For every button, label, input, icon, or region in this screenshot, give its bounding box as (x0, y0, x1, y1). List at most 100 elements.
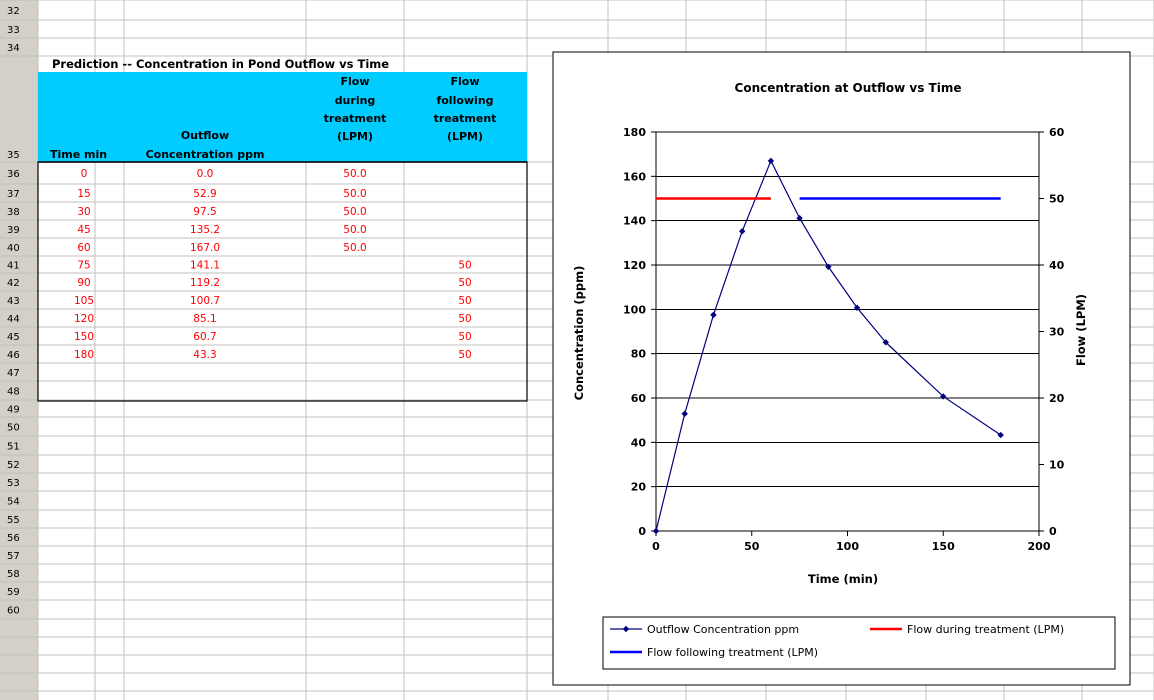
chart-legend: Outflow Concentration ppm Flow during tre… (602, 616, 1116, 670)
cell-conc[interactable]: 52.9 (193, 188, 216, 200)
y2-tick-label: 40 (1049, 259, 1065, 272)
legend-label: Flow following treatment (LPM) (647, 646, 818, 659)
row-number[interactable]: 54 (7, 497, 20, 508)
row-number[interactable]: 45 (7, 332, 20, 343)
row-number[interactable]: 46 (7, 350, 20, 361)
row-number[interactable]: 50 (7, 423, 20, 434)
row-number[interactable]: 59 (7, 587, 20, 598)
cell-time[interactable]: 15 (77, 188, 90, 200)
cell-following[interactable]: 50 (458, 260, 471, 272)
y2-tick-label: 0 (1049, 525, 1057, 538)
plot-series (652, 157, 1004, 535)
cell-time[interactable]: 75 (77, 260, 90, 272)
row-number[interactable]: 35 (7, 150, 20, 161)
row-number[interactable]: 53 (7, 478, 20, 489)
y-tick-label: 140 (623, 215, 646, 228)
cell-conc[interactable]: 100.7 (190, 295, 220, 307)
cell-conc[interactable]: 135.2 (190, 224, 220, 236)
row-number[interactable]: 60 (7, 606, 20, 617)
row-number[interactable]: 57 (7, 551, 20, 562)
data-point (710, 311, 717, 319)
header-following-1[interactable]: Flow (450, 75, 479, 88)
cell-following[interactable]: 50 (458, 313, 471, 325)
row-number[interactable]: 49 (7, 405, 20, 416)
legend-marker (622, 625, 630, 633)
cell-following[interactable]: 50 (458, 277, 471, 289)
y2-tick-label: 10 (1049, 459, 1065, 472)
table-row: 90 119.2 50 (77, 277, 471, 289)
row-number[interactable]: 52 (7, 460, 20, 471)
cell-during[interactable]: 50.0 (343, 242, 366, 254)
header-following-3[interactable]: treatment (434, 112, 497, 125)
row-number[interactable]: 40 (7, 243, 20, 254)
chart-area[interactable] (552, 51, 1131, 686)
table-title[interactable]: Prediction -- Concentration in Pond Outf… (52, 57, 389, 71)
header-time[interactable]: Time min (50, 148, 107, 161)
row-number[interactable]: 37 (7, 189, 20, 200)
row-number[interactable]: 32 (7, 6, 20, 17)
table-row: 180 43.3 50 (74, 349, 472, 361)
cell-during[interactable]: 50.0 (343, 224, 366, 236)
row-number[interactable]: 56 (7, 533, 20, 544)
header-outflow-2[interactable]: Concentration ppm (146, 148, 265, 161)
row-number[interactable]: 39 (7, 225, 20, 236)
row-number[interactable]: 42 (7, 278, 20, 289)
legend-item: Flow following treatment (LPM) (610, 646, 818, 659)
y2-tick-label: 60 (1049, 126, 1065, 139)
header-during-3[interactable]: treatment (324, 112, 387, 125)
cell-conc[interactable]: 85.1 (193, 313, 216, 325)
header-following-2[interactable]: following (436, 94, 493, 107)
y-tick-label: 160 (623, 170, 646, 183)
cell-conc[interactable]: 167.0 (190, 242, 220, 254)
cell-time[interactable]: 120 (74, 313, 94, 325)
row-number[interactable]: 38 (7, 207, 20, 218)
cell-during[interactable]: 50.0 (343, 168, 366, 180)
row-number[interactable]: 51 (7, 442, 20, 453)
data-point (853, 304, 861, 311)
cell-during[interactable]: 50.0 (343, 188, 366, 200)
table-row: 15 52.9 50.0 (77, 188, 366, 200)
chart[interactable]: Concentration at Outflow vs Time 0 20 40 60… (552, 51, 1131, 686)
legend-label: Flow during treatment (LPM) (907, 623, 1064, 636)
header-during-4[interactable]: (LPM) (337, 130, 373, 143)
cell-conc[interactable]: 0.0 (197, 168, 214, 180)
x-tick-label: 150 (932, 540, 955, 553)
row-number[interactable]: 58 (7, 569, 20, 580)
cell-conc[interactable]: 141.1 (190, 260, 220, 272)
cell-time[interactable]: 180 (74, 349, 94, 361)
row-number[interactable]: 43 (7, 296, 20, 307)
row-numbers: 32 33 34 35 36 37 38 39 40 41 42 43 44 45 46 47 48 49 50 51… (7, 6, 20, 617)
header-during-2[interactable]: during (335, 94, 376, 107)
table-headers: Time min Outflow Concentration ppm Flow … (50, 75, 496, 161)
cell-time[interactable]: 105 (74, 295, 94, 307)
cell-following[interactable]: 50 (458, 331, 471, 343)
cell-following[interactable]: 50 (458, 295, 471, 307)
header-during-1[interactable]: Flow (340, 75, 369, 88)
header-outflow-1[interactable]: Outflow (181, 129, 229, 142)
row-number[interactable]: 33 (7, 25, 20, 36)
row-number[interactable]: 34 (7, 43, 20, 54)
cell-following[interactable]: 50 (458, 349, 471, 361)
row-number[interactable]: 55 (7, 515, 20, 526)
row-number[interactable]: 44 (7, 314, 20, 325)
row-number[interactable]: 47 (7, 368, 20, 379)
cell-time[interactable]: 0 (81, 168, 88, 180)
row-number[interactable]: 48 (7, 387, 20, 398)
row-number[interactable]: 36 (7, 169, 20, 180)
x-tick-label: 0 (652, 540, 660, 553)
y2-tick-label: 50 (1049, 193, 1065, 206)
y-tick-label: 0 (638, 525, 646, 538)
cell-time[interactable]: 30 (77, 206, 90, 218)
cell-conc[interactable]: 97.5 (193, 206, 216, 218)
cell-time[interactable]: 150 (74, 331, 94, 343)
row-number[interactable]: 41 (7, 261, 20, 272)
cell-time[interactable]: 45 (77, 224, 90, 236)
cell-conc[interactable]: 60.7 (193, 331, 216, 343)
cell-conc[interactable]: 43.3 (193, 349, 216, 361)
y-tick-label: 60 (631, 392, 647, 405)
header-following-4[interactable]: (LPM) (447, 130, 483, 143)
cell-time[interactable]: 60 (77, 242, 90, 254)
cell-time[interactable]: 90 (77, 277, 90, 289)
cell-during[interactable]: 50.0 (343, 206, 366, 218)
cell-conc[interactable]: 119.2 (190, 277, 220, 289)
